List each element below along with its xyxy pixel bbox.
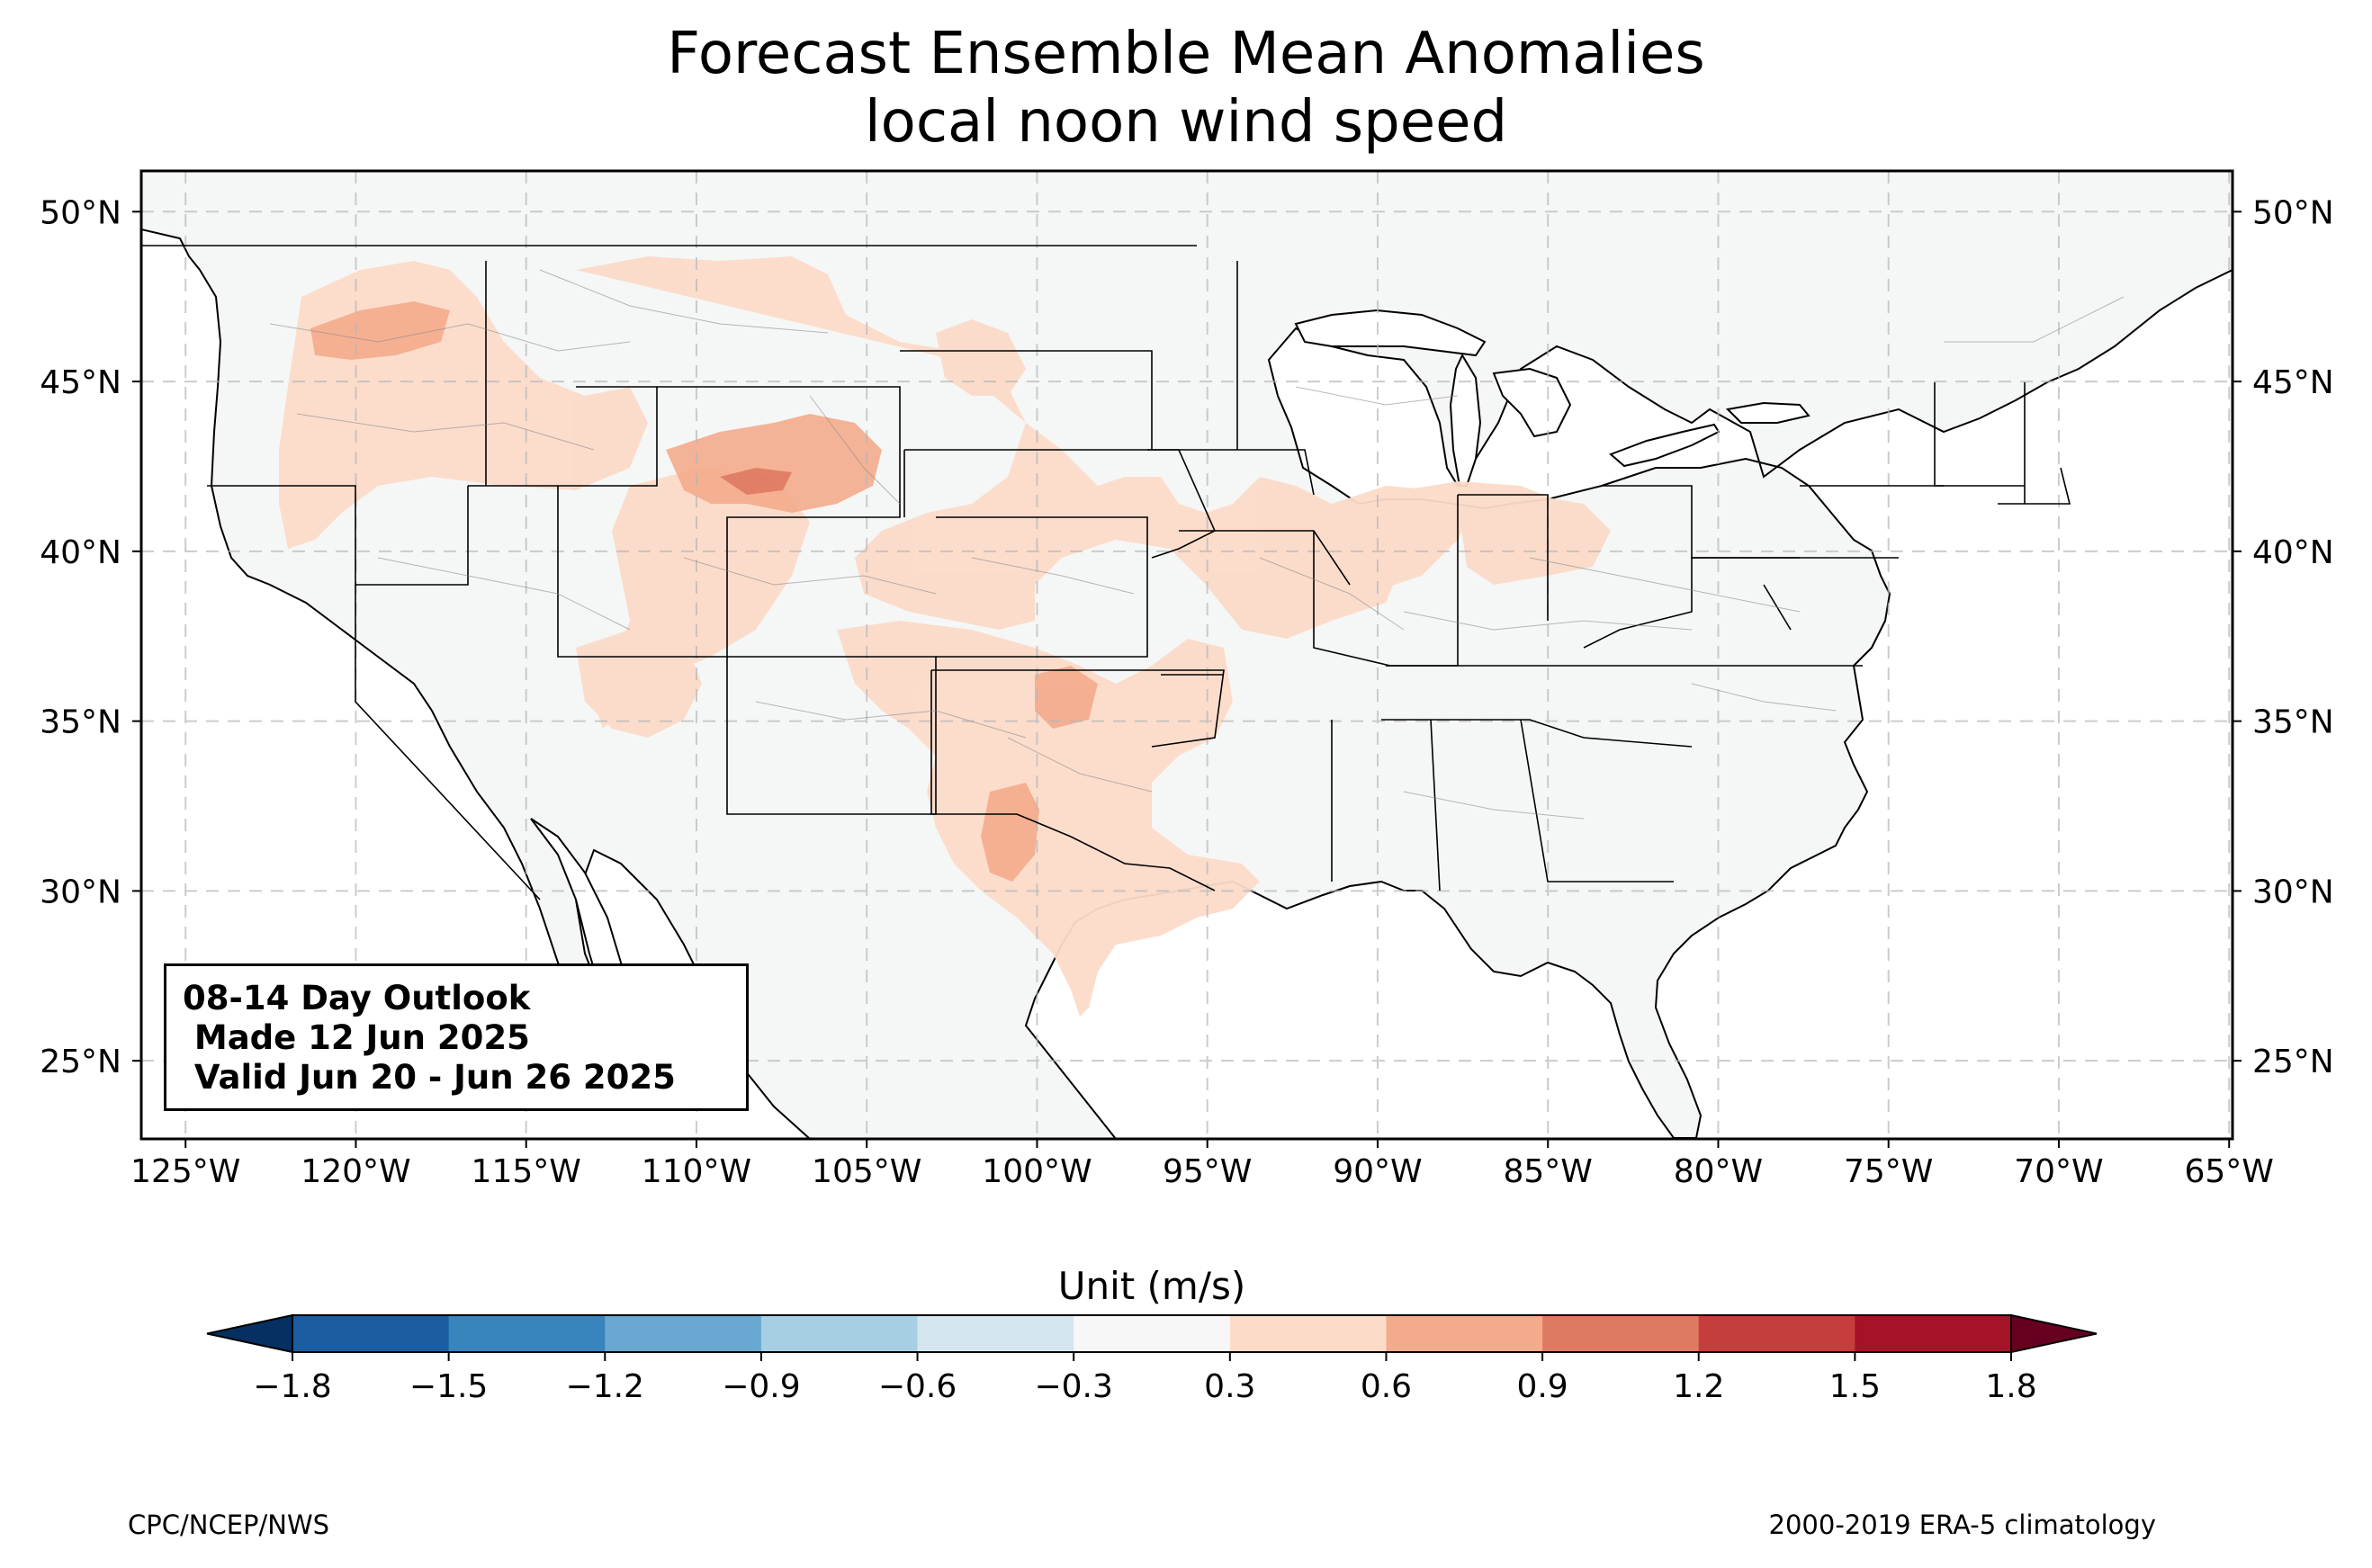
lon-tick-label: 110°W bbox=[642, 1153, 751, 1190]
lat-tick-label-left: 25°N bbox=[40, 1044, 121, 1080]
colorbar-tick-label: 1.5 bbox=[1829, 1368, 1881, 1405]
colorbar-tick-label: 0.3 bbox=[1204, 1368, 1255, 1405]
lat-tick-label-right: 50°N bbox=[2252, 194, 2334, 231]
colorbar-outline bbox=[292, 1314, 2012, 1353]
colorbar-tick-label: −1.5 bbox=[409, 1368, 488, 1405]
lat-tick-label-left: 35°N bbox=[40, 704, 121, 741]
lon-tick-label: 105°W bbox=[812, 1153, 921, 1190]
outlook-period: 08-14 Day Outlook bbox=[183, 979, 531, 1017]
colorbar-tick-label: 1.2 bbox=[1673, 1368, 1724, 1405]
colorbar-segment bbox=[292, 1315, 450, 1352]
map-title: Forecast Ensemble Mean Anomalies bbox=[667, 21, 1705, 87]
anomaly-strong bbox=[720, 468, 792, 495]
colorbar-tick-label: −1.2 bbox=[566, 1368, 644, 1405]
colorbar-segment bbox=[1074, 1315, 1231, 1352]
colorbar-segment bbox=[1229, 1315, 1387, 1352]
map-border bbox=[139, 169, 2234, 1141]
map-subtitle: local noon wind speed bbox=[864, 89, 1508, 156]
outlook-info-box: 08-14 Day Outlook Made 12 Jun 2025 Valid… bbox=[164, 963, 749, 1111]
colorbar-segment bbox=[1386, 1315, 1543, 1352]
lon-tick-label: 95°W bbox=[1163, 1153, 1252, 1190]
outlook-made-date: Made 12 Jun 2025 bbox=[183, 1018, 530, 1057]
lon-tick-label: 115°W bbox=[472, 1153, 581, 1190]
colorbar: −1.8 −1.5 −1.2 −0.9 −0.6 −0.3 0.3 0.6 0.9 1.2 1.5 1… bbox=[206, 1313, 2098, 1405]
colorbar-extend-low bbox=[206, 1313, 293, 1354]
lon-tick-label: 90°W bbox=[1333, 1153, 1422, 1190]
lon-tick-label: 70°W bbox=[2014, 1153, 2103, 1190]
county-boundaries bbox=[269, 269, 2125, 820]
lat-tick-label-left: 40°N bbox=[40, 534, 121, 571]
footer-source: CPC/NCEP/NWS bbox=[128, 1510, 330, 1540]
lon-tick-label: 65°W bbox=[2185, 1153, 2274, 1190]
lon-tick-label: 125°W bbox=[130, 1153, 240, 1190]
colorbar-segment bbox=[1855, 1315, 2012, 1352]
colorbar-segment bbox=[1698, 1315, 1855, 1352]
lat-tick-label-left: 45°N bbox=[40, 364, 121, 401]
colorbar-tick-label: −1.8 bbox=[253, 1368, 331, 1405]
colorbar-segment bbox=[917, 1315, 1074, 1352]
lon-tick-label: 85°W bbox=[1504, 1153, 1593, 1190]
colorbar-extend-high bbox=[2010, 1313, 2098, 1354]
colorbar-tick-label: 1.8 bbox=[1985, 1368, 2036, 1405]
lat-tick-label-left: 30°N bbox=[40, 874, 121, 910]
colorbar-title: Unit (m/s) bbox=[1057, 1264, 1246, 1308]
colorbar-segment bbox=[760, 1315, 919, 1352]
lon-tick-label: 100°W bbox=[982, 1153, 1092, 1190]
colorbar-tick-label: −0.9 bbox=[722, 1368, 800, 1405]
colorbar-tick-label: −0.3 bbox=[1034, 1368, 1112, 1405]
anomaly-mid bbox=[310, 301, 1098, 882]
colorbar-tick-label: 0.9 bbox=[1516, 1368, 1568, 1405]
map-panel bbox=[141, 171, 2233, 1139]
lat-tick-label-right: 45°N bbox=[2252, 364, 2334, 401]
outlook-valid-range: Valid Jun 20 - Jun 26 2025 bbox=[183, 1058, 676, 1097]
lon-tick-label: 120°W bbox=[301, 1153, 410, 1190]
colorbar-segment bbox=[448, 1315, 606, 1352]
colorbar-segment bbox=[605, 1315, 762, 1352]
footer-climatology: 2000-2019 ERA-5 climatology bbox=[1768, 1510, 2156, 1540]
map-axes: 125°W 120°W 115°W 110°W 105°W 100°W 95°W 90°W 85… bbox=[40, 194, 2334, 1190]
colorbar-tick-label: 0.6 bbox=[1361, 1368, 1412, 1405]
lon-tick-label: 75°W bbox=[1844, 1153, 1933, 1190]
lat-tick-label-left: 50°N bbox=[40, 194, 121, 231]
colorbar-segment bbox=[1542, 1315, 1700, 1352]
lat-tick-label-right: 35°N bbox=[2252, 704, 2334, 741]
colorbar-tick-label: −0.6 bbox=[878, 1368, 957, 1405]
lat-tick-label-right: 30°N bbox=[2252, 874, 2334, 910]
lat-tick-label-right: 25°N bbox=[2252, 1044, 2334, 1080]
lat-tick-label-right: 40°N bbox=[2252, 534, 2334, 571]
lon-tick-label: 80°W bbox=[1674, 1153, 1763, 1190]
